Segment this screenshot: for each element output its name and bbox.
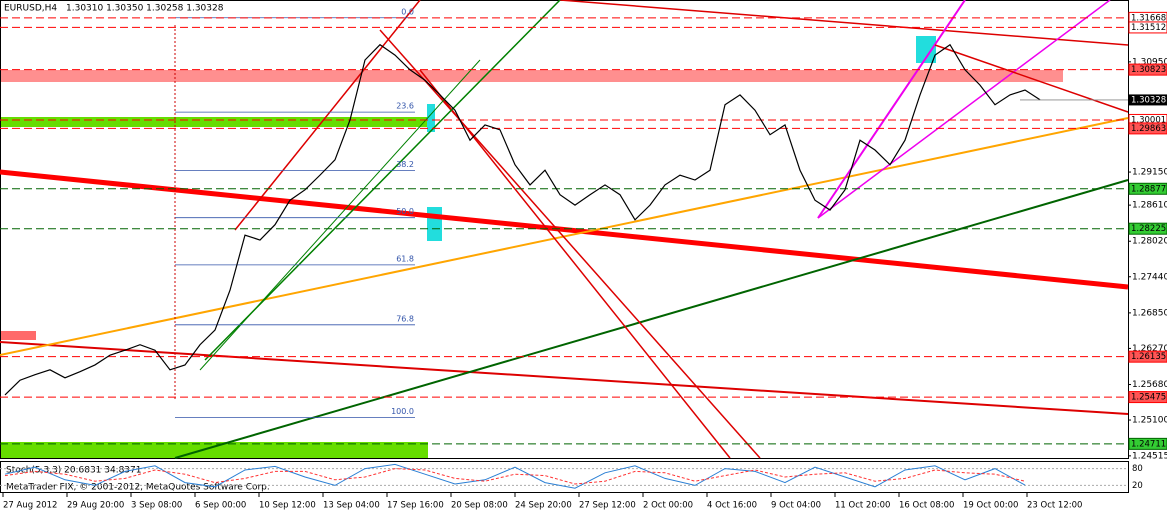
trendline	[204, 0, 561, 361]
stoch-title: Stoch(5,3,3) 20.6831 34.8371	[6, 466, 141, 476]
last-price-label: 1.30328	[1131, 95, 1166, 105]
y-tick-label: 1.26270	[1132, 344, 1167, 354]
level-label: 1.25475	[1131, 393, 1166, 403]
fib-label: 23.6	[396, 102, 414, 111]
x-tick-label: 2 Oct 00:00	[643, 501, 693, 511]
level-box	[1128, 437, 1167, 450]
x-tick-label: 20 Sep 08:00	[451, 501, 508, 511]
trendline	[0, 169, 1129, 290]
stoch-line	[4, 468, 1026, 485]
y-tick-label: 1.24515	[1132, 451, 1167, 461]
stoch-tick-label: 20	[1132, 481, 1143, 491]
last-price-box	[1129, 94, 1167, 106]
symbol: EURUSD,H4	[4, 4, 57, 14]
x-tick-label: 17 Sep 16:00	[387, 501, 444, 511]
level-label: 1.28877	[1131, 184, 1166, 194]
x-tick-label: 9 Oct 04:00	[771, 501, 821, 511]
x-tick-label: 13 Sep 04:00	[323, 501, 380, 511]
x-tick-label: 11 Oct 20:00	[835, 501, 890, 511]
y-tick-label: 1.28610	[1132, 201, 1167, 211]
x-tick-label: 29 Aug 20:00	[67, 501, 124, 511]
trendline	[419, 69, 731, 459]
zone	[1, 331, 36, 340]
resistance-zone	[1, 70, 1063, 82]
chart-layer	[0, 17, 1128, 445]
x-tick-label: 10 Sep 12:00	[259, 501, 316, 511]
trendline	[174, 179, 1129, 459]
y-tick-label: 1.29150	[1132, 168, 1167, 178]
stoch-panel	[0, 461, 1129, 493]
marker-box	[427, 104, 435, 132]
trendline	[234, 0, 421, 231]
level-label: 1.30823	[1131, 65, 1166, 75]
level-label: 1.30001	[1131, 115, 1166, 125]
level-label: 1.28225	[1131, 224, 1166, 234]
price-line	[4, 43, 1041, 396]
fib-label: 38.2	[396, 160, 414, 169]
level-label: 1.26135	[1131, 352, 1166, 362]
x-tick-label: 27 Aug 2012	[3, 501, 57, 511]
fib-label: 50.0	[396, 207, 414, 216]
level-box	[1128, 222, 1167, 235]
trendlines	[0, 0, 1129, 459]
fib-label: 76.8	[396, 314, 414, 323]
y-tick-label: 1.28020	[1132, 237, 1167, 247]
x-tick-label: 23 Oct 12:00	[1027, 501, 1082, 511]
x-tick-label: 4 Oct 16:00	[707, 501, 757, 511]
x-tick-label: 19 Oct 00:00	[963, 501, 1018, 511]
channel	[817, 0, 1111, 219]
level-box	[1128, 350, 1167, 363]
level-label: 1.31512	[1131, 23, 1166, 33]
copyright: MetaTrader FIX, © 2001-2012, MetaQuotes …	[6, 483, 270, 493]
fib-label: 0.0	[401, 7, 414, 16]
support-zone	[1, 442, 428, 458]
channel	[817, 0, 966, 219]
y-tick-label: 1.25100	[1132, 416, 1167, 426]
y-tick-label: 1.27440	[1132, 272, 1167, 282]
level-label: 1.24711	[1131, 439, 1166, 449]
y-tick-label: 1.30950	[1132, 57, 1167, 67]
level-label: 1.31668	[1131, 13, 1166, 23]
stoch-line	[4, 463, 1026, 489]
fib-label: 100.0	[391, 407, 414, 416]
level-box	[1128, 21, 1167, 34]
x-tick-label: 27 Sep 12:00	[579, 501, 636, 511]
marker-box	[916, 36, 936, 63]
x-tick-label: 16 Oct 08:00	[899, 501, 954, 511]
y-tick-label: 1.25680	[1132, 380, 1167, 390]
fib-label: 61.8	[396, 254, 414, 263]
level-box	[1128, 182, 1167, 195]
ohlc: 1.30310 1.30350 1.30258 1.30328	[66, 4, 224, 14]
x-tick-label: 3 Sep 08:00	[131, 501, 182, 511]
trendline	[559, 0, 1129, 46]
level-box	[1128, 391, 1167, 404]
marker-box	[427, 207, 442, 241]
level-box	[1128, 122, 1167, 135]
support-zone	[1, 117, 428, 127]
level-box	[1128, 63, 1167, 76]
x-tick-label: 6 Sep 00:00	[195, 501, 246, 511]
trendline	[0, 341, 1129, 415]
trendline	[199, 59, 481, 371]
stoch-tick-label: 80	[1132, 464, 1143, 474]
x-tick-label: 24 Sep 20:00	[515, 501, 572, 511]
level-label: 1.29863	[1131, 124, 1166, 134]
trendline	[934, 44, 1129, 113]
y-tick-label: 1.26850	[1132, 308, 1167, 318]
